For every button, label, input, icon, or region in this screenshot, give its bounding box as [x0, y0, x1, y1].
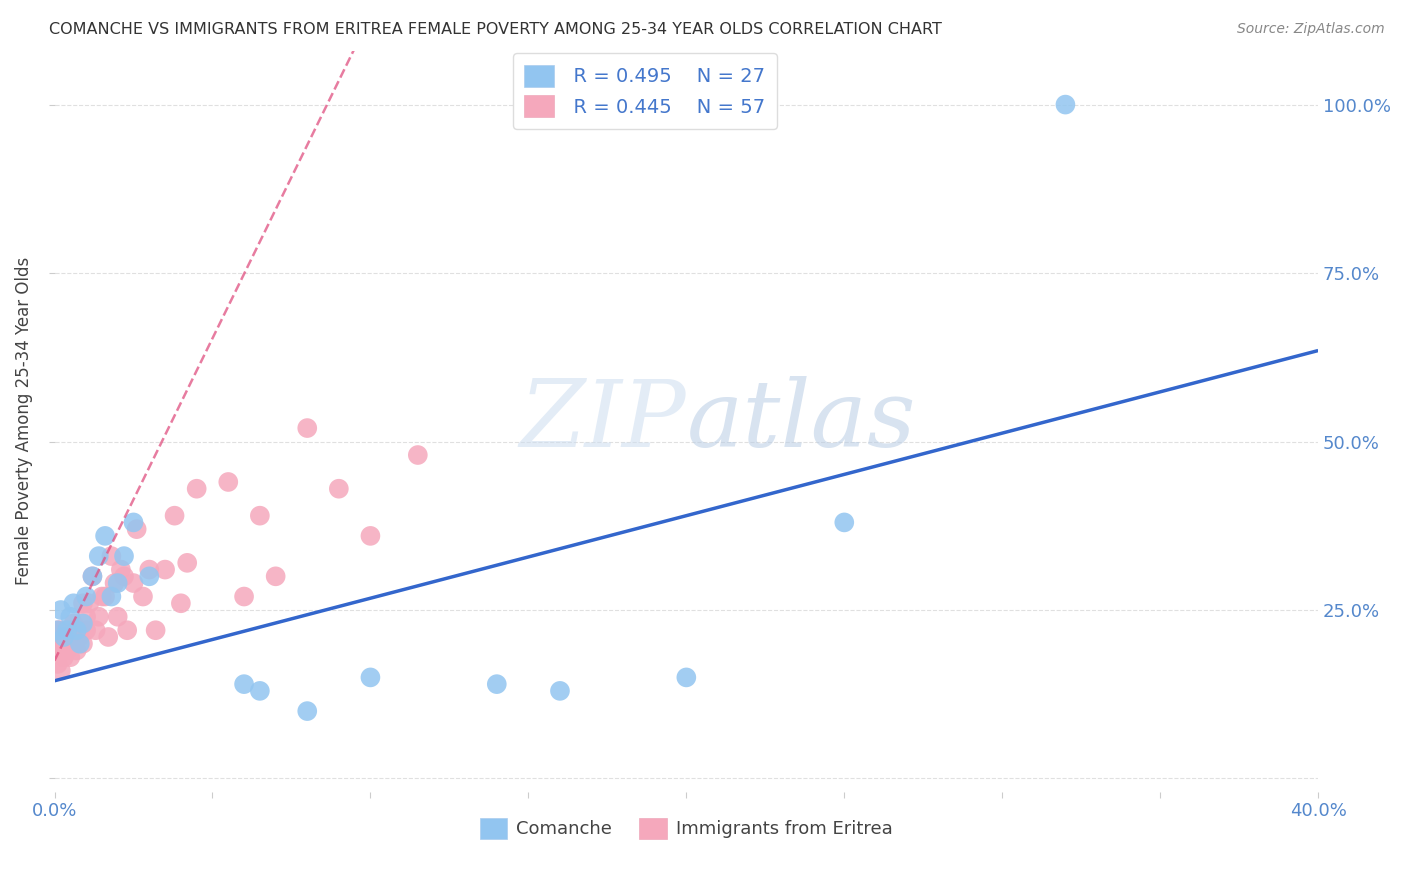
Point — [69, 637, 91, 651]
Point — [122, 576, 145, 591]
Text: atlas: atlas — [686, 376, 915, 467]
Point — [66, 643, 89, 657]
Point — [53, 630, 76, 644]
Point — [163, 508, 186, 523]
Point — [359, 670, 381, 684]
Point — [44, 630, 66, 644]
Point — [59, 624, 82, 638]
Point — [112, 549, 135, 563]
Point — [138, 569, 160, 583]
Point — [49, 603, 72, 617]
Point — [53, 650, 76, 665]
Point — [103, 576, 125, 591]
Point — [94, 590, 117, 604]
Point — [107, 576, 129, 591]
Point — [485, 677, 508, 691]
Point — [62, 596, 84, 610]
Point — [53, 630, 76, 644]
Point — [72, 596, 94, 610]
Point — [87, 609, 110, 624]
Point — [62, 616, 84, 631]
Point — [107, 609, 129, 624]
Point — [125, 522, 148, 536]
Point — [82, 569, 104, 583]
Point — [90, 590, 112, 604]
Point — [44, 643, 66, 657]
Text: COMANCHE VS IMMIGRANTS FROM ERITREA FEMALE POVERTY AMONG 25-34 YEAR OLDS CORRELA: COMANCHE VS IMMIGRANTS FROM ERITREA FEMA… — [49, 22, 942, 37]
Point — [46, 657, 69, 671]
Point — [110, 563, 132, 577]
Point — [138, 563, 160, 577]
Legend: Comanche, Immigrants from Eritrea: Comanche, Immigrants from Eritrea — [474, 811, 900, 846]
Point — [100, 590, 122, 604]
Point — [832, 516, 855, 530]
Point — [46, 624, 69, 638]
Point — [264, 569, 287, 583]
Point — [675, 670, 697, 684]
Point — [170, 596, 193, 610]
Point — [84, 624, 107, 638]
Point — [72, 616, 94, 631]
Text: ZIP: ZIP — [520, 376, 686, 467]
Point — [53, 637, 76, 651]
Point — [406, 448, 429, 462]
Point — [69, 630, 91, 644]
Point — [153, 563, 176, 577]
Point — [132, 590, 155, 604]
Point — [56, 624, 79, 638]
Point — [66, 630, 89, 644]
Point — [59, 650, 82, 665]
Point — [249, 508, 271, 523]
Point — [75, 624, 97, 638]
Point — [56, 643, 79, 657]
Point — [249, 684, 271, 698]
Point — [62, 637, 84, 651]
Point — [217, 475, 239, 489]
Point — [176, 556, 198, 570]
Point — [66, 624, 89, 638]
Point — [77, 596, 100, 610]
Point — [359, 529, 381, 543]
Point — [82, 569, 104, 583]
Point — [72, 637, 94, 651]
Point — [122, 516, 145, 530]
Point — [100, 549, 122, 563]
Point — [186, 482, 208, 496]
Point — [112, 569, 135, 583]
Point — [328, 482, 350, 496]
Y-axis label: Female Poverty Among 25-34 Year Olds: Female Poverty Among 25-34 Year Olds — [15, 257, 32, 585]
Point — [87, 549, 110, 563]
Text: Source: ZipAtlas.com: Source: ZipAtlas.com — [1237, 22, 1385, 37]
Point — [75, 590, 97, 604]
Point — [56, 637, 79, 651]
Point — [548, 684, 571, 698]
Point — [75, 609, 97, 624]
Point — [46, 624, 69, 638]
Point — [59, 609, 82, 624]
Point — [69, 624, 91, 638]
Point — [94, 529, 117, 543]
Point — [97, 630, 120, 644]
Point — [49, 624, 72, 638]
Point — [233, 590, 256, 604]
Point — [1054, 97, 1077, 112]
Point — [233, 677, 256, 691]
Point — [59, 637, 82, 651]
Point — [145, 624, 167, 638]
Point — [297, 704, 319, 718]
Point — [46, 637, 69, 651]
Point — [49, 664, 72, 678]
Point — [297, 421, 319, 435]
Point — [49, 643, 72, 657]
Point — [115, 624, 138, 638]
